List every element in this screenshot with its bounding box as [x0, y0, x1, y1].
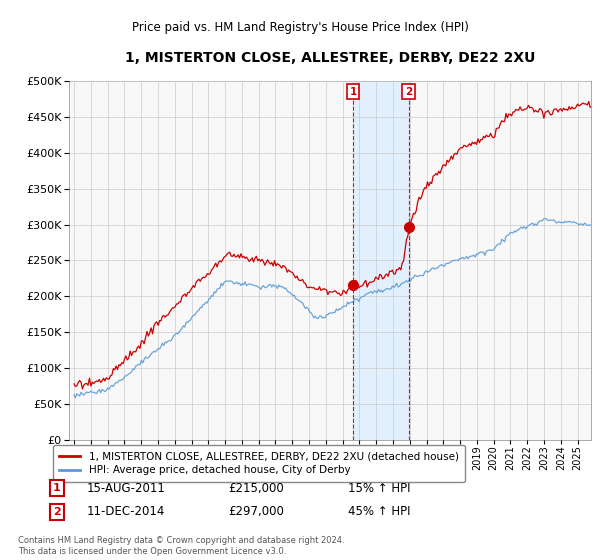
Text: 2: 2	[53, 507, 61, 517]
Text: Price paid vs. HM Land Registry's House Price Index (HPI): Price paid vs. HM Land Registry's House …	[131, 21, 469, 34]
Text: £297,000: £297,000	[228, 505, 284, 519]
Text: 15% ↑ HPI: 15% ↑ HPI	[348, 482, 410, 495]
Text: 1: 1	[349, 87, 356, 96]
Text: 15-AUG-2011: 15-AUG-2011	[87, 482, 166, 495]
Text: £215,000: £215,000	[228, 482, 284, 495]
Title: 1, MISTERTON CLOSE, ALLESTREE, DERBY, DE22 2XU: 1, MISTERTON CLOSE, ALLESTREE, DERBY, DE…	[125, 51, 535, 65]
Bar	[353, 81, 409, 440]
Text: Contains HM Land Registry data © Crown copyright and database right 2024.
This d: Contains HM Land Registry data © Crown c…	[18, 536, 344, 556]
Text: 45% ↑ HPI: 45% ↑ HPI	[348, 505, 410, 519]
Text: 2: 2	[405, 87, 412, 96]
Text: 11-DEC-2014: 11-DEC-2014	[87, 505, 166, 519]
Text: 1: 1	[53, 483, 61, 493]
Legend: 1, MISTERTON CLOSE, ALLESTREE, DERBY, DE22 2XU (detached house), HPI: Average pr: 1, MISTERTON CLOSE, ALLESTREE, DERBY, DE…	[53, 445, 465, 482]
